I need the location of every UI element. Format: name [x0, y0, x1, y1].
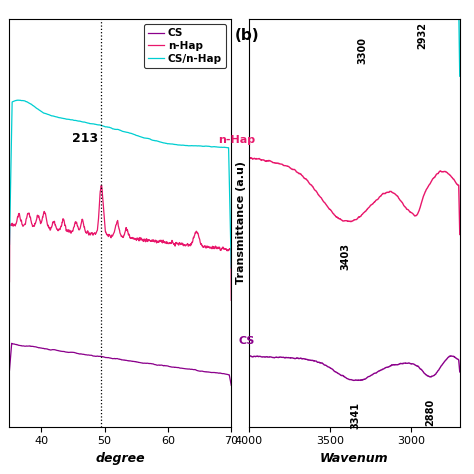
- CS/n-Hap: [105, 124, 110, 130]
- Text: 3403: 3403: [340, 243, 351, 270]
- CS/n-Hap: [97, 122, 102, 128]
- CS: [159, 362, 165, 368]
- Text: 3341: 3341: [351, 402, 361, 429]
- n-Hap: [105, 233, 110, 238]
- CS: [7, 367, 12, 373]
- Text: 2932: 2932: [417, 21, 427, 48]
- n-Hap: [96, 205, 102, 211]
- CS/n-Hap: [7, 241, 12, 247]
- n-Hap: [180, 240, 185, 246]
- Text: CS: CS: [239, 336, 255, 346]
- CS/n-Hap: [29, 102, 35, 108]
- CS/n-Hap: [180, 142, 185, 148]
- Y-axis label: Transmittance (a.u): Transmittance (a.u): [236, 161, 246, 284]
- Line: CS/n-Hap: CS/n-Hap: [9, 100, 231, 268]
- X-axis label: degree: degree: [96, 452, 145, 465]
- Text: 3300: 3300: [357, 37, 367, 64]
- CS: [180, 365, 185, 371]
- Line: n-Hap: n-Hap: [9, 185, 231, 301]
- CS: [9, 340, 15, 346]
- n-Hap: [184, 242, 190, 247]
- n-Hap: [29, 221, 35, 227]
- Text: 213: 213: [72, 132, 98, 145]
- n-Hap: [7, 279, 12, 284]
- CS: [184, 366, 190, 372]
- Legend: CS, n-Hap, CS/n-Hap: CS, n-Hap, CS/n-Hap: [144, 24, 226, 68]
- CS: [105, 355, 110, 361]
- n-Hap: [228, 298, 234, 303]
- CS: [97, 354, 102, 359]
- X-axis label: Wavenum: Wavenum: [320, 452, 389, 465]
- Text: 2880: 2880: [426, 399, 436, 426]
- CS/n-Hap: [14, 97, 20, 103]
- CS/n-Hap: [159, 139, 165, 145]
- n-Hap: [99, 182, 104, 188]
- CS: [29, 344, 35, 349]
- CS/n-Hap: [228, 265, 234, 271]
- Text: (b): (b): [235, 28, 259, 44]
- Line: CS: CS: [9, 343, 231, 385]
- CS: [228, 383, 234, 388]
- CS/n-Hap: [184, 143, 190, 148]
- Text: n-Hap: n-Hap: [218, 135, 255, 145]
- n-Hap: [159, 238, 165, 244]
